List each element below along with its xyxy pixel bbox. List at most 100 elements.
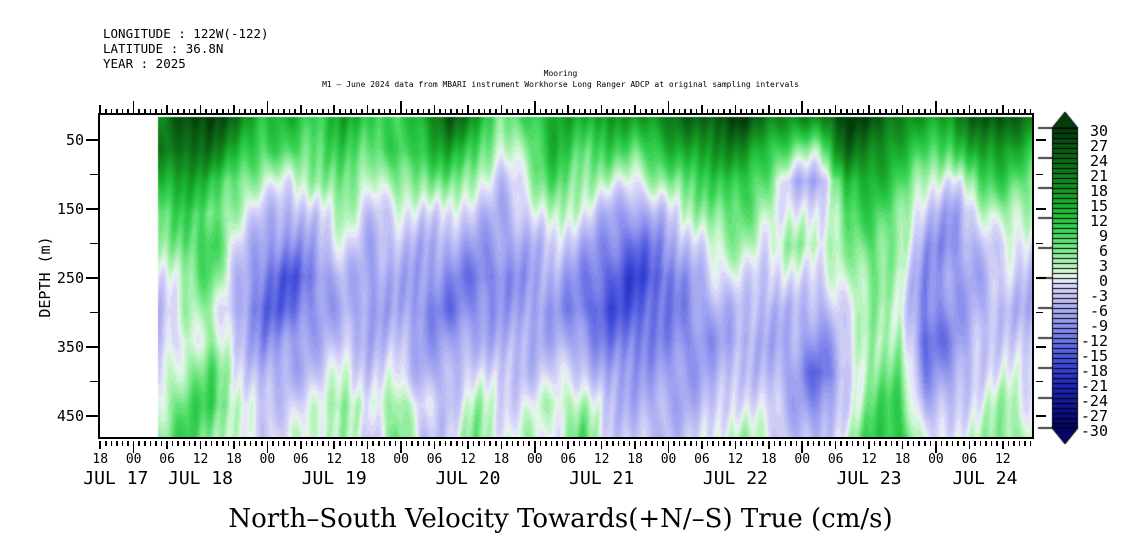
x-hour-label: 06	[292, 452, 309, 467]
x-tick-top	[500, 105, 503, 113]
x-tick-bottom	[522, 441, 525, 446]
x-tick-bottom	[233, 441, 235, 449]
x-tick-bottom	[795, 441, 798, 446]
x-tick-bottom	[183, 441, 185, 446]
colorbar-tick-label: -18	[1080, 362, 1108, 380]
x-hour-label: 06	[560, 452, 577, 467]
x-tick-top	[272, 108, 274, 113]
x-tick-top	[639, 108, 642, 113]
x-tick-top	[188, 108, 191, 113]
x-tick-bottom	[907, 441, 909, 446]
x-tick-bottom	[194, 441, 196, 446]
x-tick-bottom	[127, 441, 129, 446]
x-tick-top	[879, 108, 881, 113]
x-tick-bottom	[751, 441, 753, 446]
x-tick-top	[534, 101, 536, 113]
x-tick-top	[495, 108, 497, 113]
x-tick-bottom	[834, 441, 837, 449]
x-tick-top	[489, 108, 491, 113]
x-tick-bottom	[690, 441, 692, 446]
x-tick-top	[333, 105, 335, 113]
x-tick-top	[985, 108, 987, 113]
y-tick-minor-left	[90, 242, 98, 245]
x-tick-bottom	[762, 441, 764, 446]
y-tick-label: 450	[56, 407, 84, 425]
x-tick-bottom	[639, 441, 642, 446]
x-tick-top	[99, 105, 101, 113]
x-tick-bottom	[300, 441, 302, 449]
x-tick-top	[305, 108, 308, 113]
x-tick-top	[506, 108, 508, 113]
x-tick-top	[422, 108, 425, 113]
x-tick-bottom	[110, 441, 113, 446]
x-tick-top	[138, 108, 140, 113]
x-tick-bottom	[483, 441, 486, 446]
x-tick-bottom	[584, 441, 586, 446]
colorbar-tick-label: 18	[1089, 182, 1108, 200]
x-tick-bottom	[623, 441, 625, 446]
x-hour-label: 06	[827, 452, 844, 467]
x-tick-bottom	[500, 441, 503, 449]
x-hour-label: 06	[426, 452, 443, 467]
x-hour-label: 12	[994, 452, 1011, 467]
x-tick-bottom	[121, 441, 124, 446]
x-tick-bottom	[428, 441, 430, 446]
x-tick-top	[612, 108, 614, 113]
x-tick-top	[1029, 108, 1032, 113]
x-tick-bottom	[617, 441, 620, 446]
x-tick-top	[712, 108, 714, 113]
x-hour-label: 18	[493, 452, 510, 467]
x-tick-bottom	[316, 441, 319, 446]
x-tick-top	[311, 108, 313, 113]
x-tick-bottom	[651, 441, 653, 446]
x-tick-top	[383, 108, 386, 113]
x-tick-bottom	[311, 441, 313, 446]
x-tick-top	[912, 108, 915, 113]
x-tick-top	[885, 108, 887, 113]
x-tick-bottom	[701, 441, 703, 449]
x-tick-top	[461, 108, 464, 113]
x-tick-top	[255, 108, 257, 113]
x-tick-bottom	[383, 441, 386, 446]
x-tick-bottom	[929, 441, 932, 446]
x-tick-top	[578, 108, 581, 113]
x-day-label: JUL 19	[301, 468, 367, 489]
x-tick-top	[361, 108, 363, 113]
x-tick-top	[729, 108, 731, 113]
x-hour-label: 12	[727, 452, 744, 467]
x-tick-top	[857, 108, 859, 113]
x-tick-top	[634, 105, 636, 113]
x-tick-bottom	[935, 441, 937, 453]
x-tick-top	[756, 108, 759, 113]
x-tick-bottom	[695, 441, 698, 446]
x-hour-label: 00	[125, 452, 142, 467]
y-tick-major-left	[86, 346, 98, 348]
x-tick-bottom	[405, 441, 408, 446]
y-tick-major-left	[86, 277, 98, 279]
x-tick-top	[428, 108, 430, 113]
x-tick-bottom	[723, 441, 725, 446]
x-tick-top	[344, 108, 347, 113]
x-tick-top	[1013, 108, 1015, 113]
x-tick-bottom	[333, 441, 335, 449]
x-tick-bottom	[1007, 441, 1010, 446]
x-tick-top	[327, 108, 330, 113]
x-tick-bottom	[634, 441, 636, 449]
x-tick-bottom	[210, 441, 213, 446]
x-day-label: JUL 23	[836, 468, 902, 489]
x-hour-label: 18	[894, 452, 911, 467]
x-tick-bottom	[990, 441, 993, 446]
x-tick-top	[132, 101, 135, 113]
x-day-label: JUL 17	[83, 468, 149, 489]
x-tick-top	[762, 108, 764, 113]
x-tick-bottom	[790, 441, 792, 446]
x-tick-top	[907, 108, 909, 113]
x-tick-top	[316, 108, 319, 113]
x-tick-top	[628, 108, 631, 113]
x-tick-top	[366, 105, 369, 113]
x-tick-top	[400, 101, 402, 113]
x-tick-bottom	[985, 441, 987, 446]
x-tick-top	[294, 108, 296, 113]
x-tick-bottom	[266, 441, 269, 453]
